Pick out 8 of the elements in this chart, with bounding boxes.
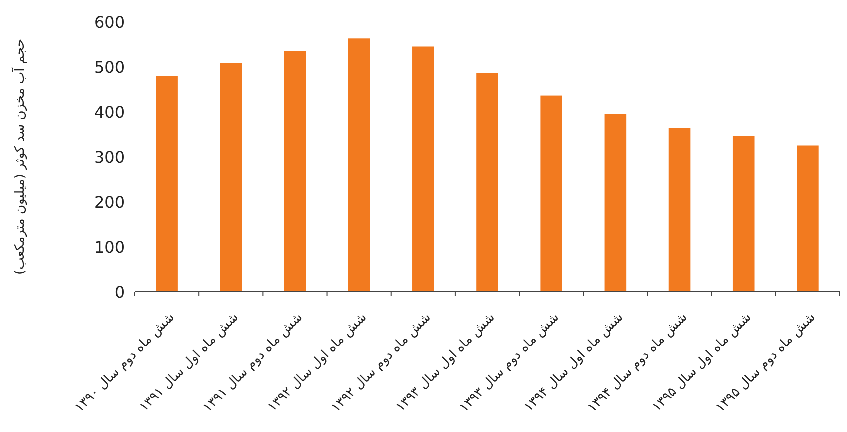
y-tick-label: 0 — [114, 283, 125, 302]
y-tick-label: 500 — [94, 58, 125, 77]
y-tick-label: 100 — [94, 238, 125, 257]
y-tick-label: 200 — [94, 193, 125, 212]
y-tick-label: 600 — [94, 13, 125, 32]
y-tick-label: 400 — [94, 103, 125, 122]
y-tick-label: 300 — [94, 148, 125, 167]
y-axis-title: حجم آب مخزن سد کوثر (میلیون مترمکعب) — [11, 39, 28, 275]
